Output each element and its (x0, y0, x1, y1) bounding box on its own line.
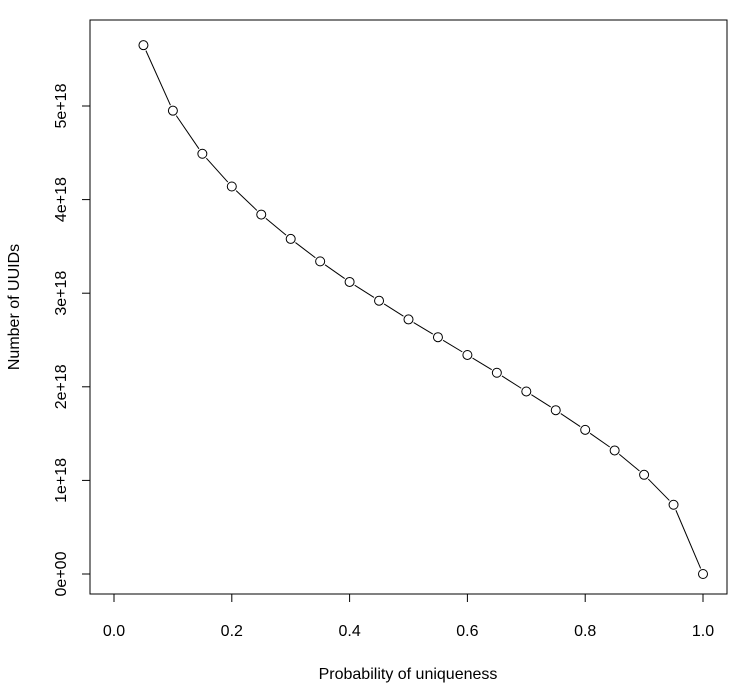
series-segment (383, 303, 404, 317)
series-segment (647, 478, 670, 501)
data-point (580, 424, 591, 435)
x-tick-label: 0.8 (574, 623, 596, 640)
data-point (285, 233, 296, 244)
series-segment (675, 510, 702, 569)
data-point (668, 499, 679, 510)
x-axis: 0.0 0.2 0.4 0.6 0.8 1.0 (103, 593, 714, 640)
series-segment (618, 453, 640, 472)
series-segment (205, 157, 229, 183)
series-segment (295, 242, 316, 259)
x-tick-label: 0.2 (221, 623, 243, 640)
data-point (462, 349, 473, 360)
plot-frame (89, 19, 728, 595)
data-point (403, 314, 414, 325)
y-tick-label: 5e+18 (53, 83, 70, 128)
series-segment (324, 264, 345, 279)
data-point (167, 105, 178, 116)
x-tick-label: 1.0 (692, 623, 714, 640)
series-segment (501, 375, 522, 389)
series-segment (531, 394, 551, 408)
y-tick-label: 3e+18 (53, 271, 70, 316)
data-point (521, 386, 532, 397)
series-segment (265, 218, 287, 236)
y-tick-label: 0e+00 (53, 551, 70, 596)
x-tick-label: 0.4 (338, 623, 360, 640)
series-segment (442, 339, 463, 353)
series-line (138, 40, 708, 579)
y-axis: 0e+00 1e+18 2e+18 3e+18 4e+18 5e+18 (53, 83, 91, 596)
series-segment (354, 284, 375, 298)
data-point (256, 209, 267, 220)
x-axis-label: Probability of uniqueness (319, 666, 498, 683)
data-point (639, 469, 650, 480)
x-tick-label: 0.0 (103, 623, 125, 640)
data-point (315, 256, 326, 267)
data-point (226, 181, 237, 192)
y-axis-label: Number of UUIDs (6, 244, 23, 370)
data-point (197, 148, 208, 159)
series-segment (235, 190, 258, 211)
series-segment (175, 115, 200, 150)
series-segment (472, 357, 492, 371)
series-segment (560, 413, 581, 427)
data-point (374, 295, 385, 306)
series-segment (145, 50, 171, 106)
x-tick-label: 0.6 (456, 623, 478, 640)
series-segment (413, 322, 434, 335)
data-point (491, 367, 502, 378)
data-point (344, 276, 355, 287)
data-point (609, 445, 620, 456)
data-point (698, 569, 708, 579)
data-point (550, 405, 561, 416)
series-segment (589, 432, 611, 448)
y-tick-label: 1e+18 (53, 458, 70, 503)
data-point (138, 40, 149, 51)
data-point (432, 332, 443, 343)
y-tick-label: 2e+18 (53, 364, 70, 409)
y-tick-label: 4e+18 (53, 177, 70, 222)
